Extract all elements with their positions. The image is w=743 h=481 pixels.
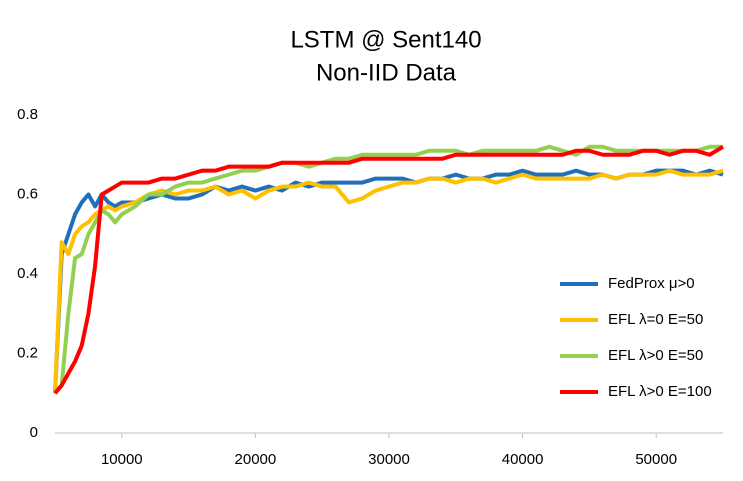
- series-line: [53, 144, 723, 395]
- legend-label: EFL λ>0 E=100: [608, 383, 712, 400]
- x-tick-label: 20000: [235, 451, 277, 468]
- chart-title: LSTM @ Sent140: [290, 26, 481, 53]
- x-tick-label: 10000: [101, 451, 143, 468]
- legend-label: EFL λ=0 E=50: [608, 311, 703, 328]
- y-tick-label: 0.4: [17, 265, 38, 282]
- y-tick-label: 0.2: [17, 344, 38, 361]
- x-tick-label: 40000: [502, 451, 544, 468]
- legend-label: FedProx μ>0: [608, 275, 695, 292]
- x-tick-label: 50000: [635, 451, 677, 468]
- chart-subtitle: Non-IID Data: [316, 59, 457, 86]
- y-tick-label: 0: [30, 424, 38, 441]
- y-tick-label: 0.6: [17, 185, 38, 202]
- y-tick-label: 0.8: [17, 106, 38, 123]
- series-line: [53, 145, 725, 395]
- x-tick-label: 30000: [368, 451, 410, 468]
- legend-label: EFL λ>0 E=50: [608, 347, 703, 364]
- series-line: [53, 168, 724, 394]
